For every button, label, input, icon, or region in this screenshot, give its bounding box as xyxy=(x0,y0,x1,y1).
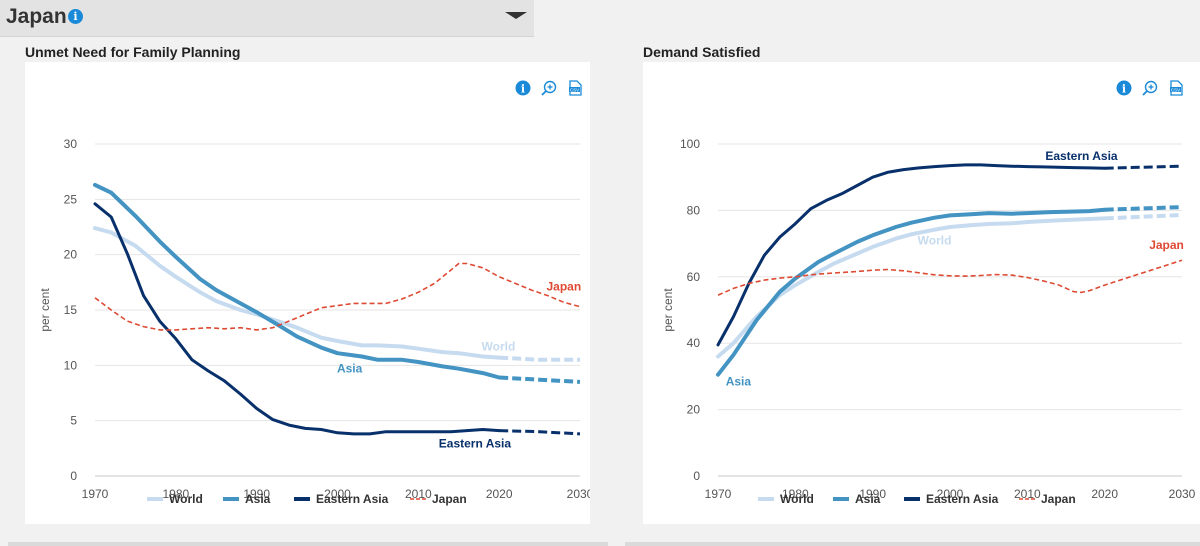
series-annotation: World xyxy=(482,340,516,354)
series-annotation: Eastern Asia xyxy=(439,437,512,451)
panel-divider xyxy=(625,542,1200,546)
legend-label: Eastern Asia xyxy=(926,492,999,506)
world-projection-line xyxy=(499,355,580,362)
y-tick-label: 80 xyxy=(687,203,701,217)
x-tick-label: 1970 xyxy=(82,487,109,501)
eastern-asia-series-line xyxy=(716,163,1107,347)
info-icon[interactable]: i xyxy=(68,9,83,24)
panel-title: Unmet Need for Family Planning xyxy=(25,44,241,60)
series-annotation: Asia xyxy=(337,361,363,375)
y-tick-label: 0 xyxy=(693,469,700,483)
panel-divider xyxy=(8,542,608,546)
legend-label: Asia xyxy=(855,492,881,506)
x-tick-label: 1980 xyxy=(782,487,809,501)
legend-label: Japan xyxy=(432,492,467,506)
series-annotation: Asia xyxy=(726,375,752,389)
csv-export-icon[interactable]: CSV xyxy=(567,80,583,96)
panel-title: Demand Satisfied xyxy=(643,44,761,60)
series-annotation: Japan xyxy=(546,279,581,293)
y-tick-label: 40 xyxy=(687,336,701,350)
series-annotation: World xyxy=(918,233,952,247)
x-tick-label: 1990 xyxy=(243,487,270,501)
zoom-in-icon[interactable] xyxy=(1142,80,1158,96)
y-tick-label: 10 xyxy=(64,358,78,372)
demand-satisfied-chart: 0 20 40 60 80 100 1970 1980 1990 2000 2010 2020 2030… xyxy=(661,137,1196,506)
series-annotation: Eastern Asia xyxy=(1045,149,1118,163)
x-tick-label: 1970 xyxy=(705,487,732,501)
x-tick-label: 2010 xyxy=(405,487,432,501)
world-series-line xyxy=(93,226,502,360)
legend-label: World xyxy=(169,492,203,506)
svg-text:CSV: CSV xyxy=(570,87,579,92)
demand-satisfied-panel: Demand Satisfied i CSV 0 20 40 60 80 100 1970 1… xyxy=(625,36,1200,546)
info-icon[interactable]: i xyxy=(515,80,531,96)
japan-series-line xyxy=(94,262,581,331)
legend-label: Japan xyxy=(1041,492,1076,506)
svg-text:CSV: CSV xyxy=(1171,87,1180,92)
y-tick-label: 5 xyxy=(70,414,77,428)
y-tick-label: 60 xyxy=(687,270,701,284)
unmet-need-panel: Unmet Need for Family Planning i CSV 0 5 1… xyxy=(0,36,610,546)
legend-label: World xyxy=(780,492,814,506)
world-projection-line xyxy=(1104,213,1183,221)
y-axis-label: per cent xyxy=(661,288,675,332)
series-annotation: Japan xyxy=(1149,238,1184,252)
asia-series-line xyxy=(716,207,1107,377)
chevron-down-icon[interactable] xyxy=(505,12,527,19)
x-tick-label: 2030 xyxy=(1169,487,1196,501)
legend-label: Eastern Asia xyxy=(316,492,389,506)
info-icon[interactable]: i xyxy=(1116,80,1132,96)
x-tick-label: 1980 xyxy=(162,487,189,501)
zoom-in-icon[interactable] xyxy=(541,80,557,96)
eastern-asia-series-line xyxy=(93,202,501,436)
svg-text:i: i xyxy=(1122,83,1126,96)
y-axis-label: per cent xyxy=(38,288,52,332)
unmet-need-chart: 0 5 10 15 20 25 30 1970 1980 1990 2000 2010 2020 2030… xyxy=(38,137,590,506)
y-tick-label: 25 xyxy=(64,192,78,206)
x-tick-label: 2030 xyxy=(567,487,590,501)
x-tick-label: 2020 xyxy=(1091,487,1118,501)
asia-projection-line xyxy=(499,375,581,384)
y-tick-label: 20 xyxy=(687,403,701,417)
japan-series-line xyxy=(717,259,1183,296)
asia-series-line xyxy=(93,182,502,380)
x-tick-label: 2010 xyxy=(1014,487,1041,501)
csv-export-icon[interactable]: CSV xyxy=(1168,80,1184,96)
chart-card: i CSV 0 5 10 15 20 25 30 1970 1980 1990 2000 2010 20… xyxy=(25,62,590,524)
eastern-asia-projection-line xyxy=(1104,164,1183,170)
x-tick-label: 2020 xyxy=(486,487,513,501)
x-tick-label: 2000 xyxy=(937,487,964,501)
svg-text:i: i xyxy=(521,83,525,96)
asia-projection-line xyxy=(1104,205,1183,212)
x-tick-label: 1990 xyxy=(859,487,886,501)
eastern-asia-projection-line xyxy=(499,429,581,436)
x-tick-label: 2000 xyxy=(324,487,351,501)
world-series-line xyxy=(716,216,1107,359)
y-tick-label: 0 xyxy=(70,469,77,483)
y-tick-label: 100 xyxy=(680,137,700,151)
chart-card: i CSV 0 20 40 60 80 100 1970 1980 1990 2000 2010 20… xyxy=(643,62,1200,524)
y-tick-label: 30 xyxy=(64,137,78,151)
y-tick-label: 15 xyxy=(64,303,78,317)
country-name: Japan xyxy=(6,5,67,28)
country-selector[interactable]: Japan i xyxy=(0,0,534,37)
legend-label: Asia xyxy=(245,492,271,506)
y-tick-label: 20 xyxy=(64,248,78,262)
